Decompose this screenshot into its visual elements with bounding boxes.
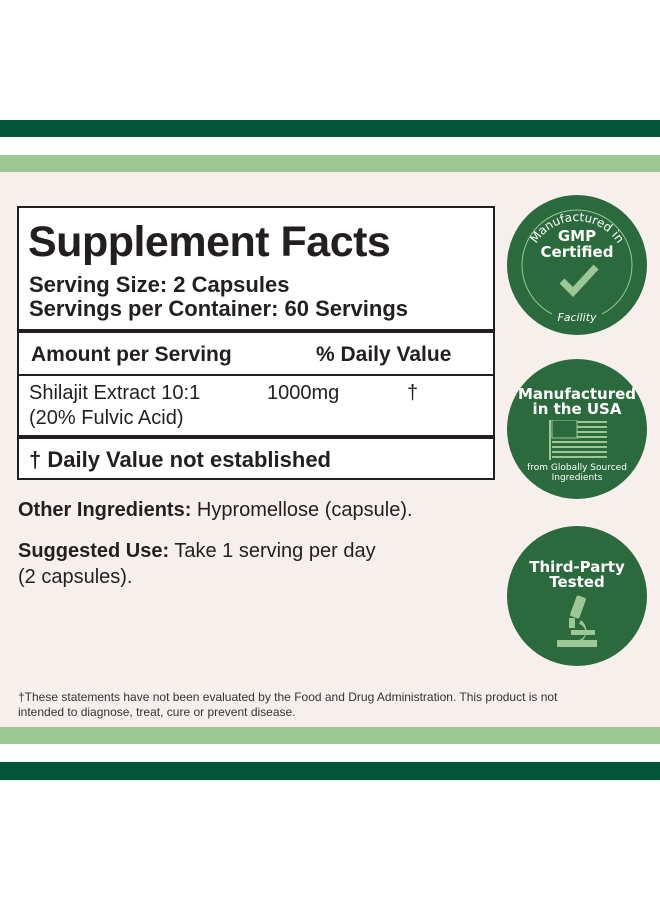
ingredient-name: Shilajit Extract 10:1 xyxy=(29,382,201,404)
badge-ring: Manufactured in xyxy=(521,209,633,321)
us-flag-icon xyxy=(549,420,607,460)
facts-title: Supplement Facts xyxy=(28,218,391,266)
other-ingredients: Other Ingredients: Hypromellose (capsule… xyxy=(18,499,413,522)
checkmark-icon xyxy=(559,264,599,297)
top-light-stripe xyxy=(0,155,660,172)
usa-title: Manufactured xyxy=(517,385,637,403)
thin-divider xyxy=(19,374,493,376)
usa-badge: Manufactured in the USA from Globally So… xyxy=(507,359,647,499)
thick-divider xyxy=(19,435,493,439)
supplement-facts-table: Supplement Facts Serving Size: 2 Capsule… xyxy=(17,206,495,480)
col-amount-header: Amount per Serving xyxy=(31,343,232,366)
gmp-title2: Certified xyxy=(540,243,614,261)
suggested-use-line1: Take 1 serving per day xyxy=(169,540,376,562)
serving-size: Serving Size: 2 Capsules xyxy=(29,272,290,297)
servings-per-container: Servings per Container: 60 Servings xyxy=(29,296,409,321)
usa-sub2: Ingredients xyxy=(551,473,603,483)
bottom-dark-stripe xyxy=(0,762,660,780)
usa-sub1: from Globally Sourced xyxy=(527,463,627,473)
usa-title2: in the USA xyxy=(532,400,622,418)
ingredient-dv: † xyxy=(407,382,419,404)
third-party-badge: Third-Party Tested xyxy=(507,526,647,666)
col-dv-header: % Daily Value xyxy=(316,343,452,366)
tested-title: Third-Party xyxy=(529,558,625,576)
suggested-use: Suggested Use: Take 1 serving per day (2… xyxy=(18,538,376,590)
bottom-light-stripe xyxy=(0,727,660,744)
disclaimer-line2: intended to diagnose, treat, cure or pre… xyxy=(18,705,296,719)
ingredient-amount: 1000mg xyxy=(267,382,340,404)
other-ingredients-label: Other Ingredients: xyxy=(18,499,192,521)
tested-title2: Tested xyxy=(549,573,605,591)
dv-footnote: † Daily Value not established xyxy=(29,447,331,472)
thick-divider xyxy=(19,329,493,333)
disclaimer-line1: †These statements have not been evaluate… xyxy=(18,690,558,704)
ingredient-sub: (20% Fulvic Acid) xyxy=(29,407,184,429)
gmp-badge: Manufactured in GMP Certified Facility xyxy=(507,195,647,335)
suggested-use-line2: (2 capsules). xyxy=(18,566,133,588)
top-dark-stripe xyxy=(0,120,660,137)
other-ingredients-value: Hypromellose (capsule). xyxy=(191,499,413,521)
gmp-bottom-text: Facility xyxy=(552,311,602,324)
fda-disclaimer: †These statements have not been evaluate… xyxy=(18,690,557,720)
microscope-icon xyxy=(557,595,597,647)
suggested-use-label: Suggested Use: xyxy=(18,540,170,562)
gmp-title: GMP xyxy=(557,227,597,245)
